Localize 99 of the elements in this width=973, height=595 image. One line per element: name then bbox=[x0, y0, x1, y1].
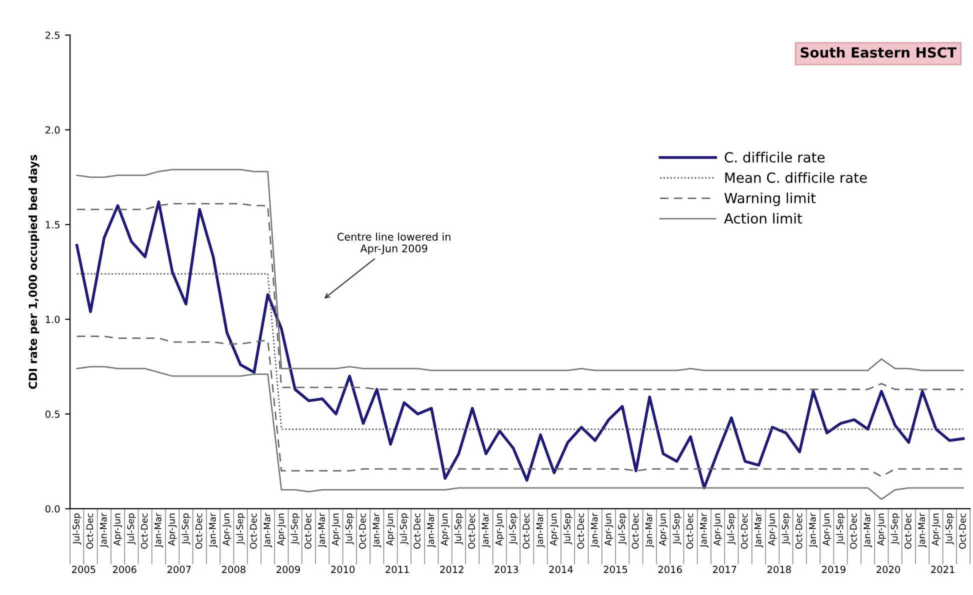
x-tick-label: Apr-Jun bbox=[714, 514, 722, 546]
y-tick-label: 0.0 bbox=[46, 505, 60, 513]
x-tick-label: Apr-Jun bbox=[386, 514, 395, 546]
x-tick-label: Oct-Dec bbox=[795, 513, 802, 549]
text: 2014 bbox=[549, 566, 573, 574]
x-tick-label: Jan-Mar bbox=[372, 512, 382, 548]
x-tick-label: Apr-Jun bbox=[222, 514, 232, 546]
line-series bbox=[76, 168, 964, 372]
x-tick-label: Jul-Sep bbox=[400, 513, 409, 545]
x-tick-label: Jul-Sep bbox=[836, 513, 845, 545]
legend-label: C. difficile rate bbox=[724, 152, 825, 163]
text: 2008 bbox=[222, 566, 246, 574]
text: 2016 bbox=[658, 566, 682, 574]
line-series bbox=[76, 366, 964, 500]
x-tick-label: Apr-Jun bbox=[114, 514, 122, 546]
x-tick-label: Apr-Jun bbox=[440, 514, 450, 546]
x-tick-label: Oct-Dec bbox=[632, 513, 639, 549]
x-tick-label: Oct-Dec bbox=[86, 513, 94, 549]
x-tick-label: Jan-Mar bbox=[754, 512, 764, 548]
x-tick-label: Jan-Mar bbox=[264, 512, 272, 548]
line-series bbox=[76, 336, 964, 478]
text: 2018 bbox=[768, 566, 791, 574]
text: 2021 bbox=[931, 566, 954, 574]
x-tick-label: Jul-Sep bbox=[345, 513, 354, 545]
x-tick-label: Jul-Sep bbox=[672, 513, 682, 545]
x-tick-label: Jul-Sep bbox=[290, 513, 300, 545]
x-tick-label: Apr-Jun bbox=[277, 514, 286, 546]
x-tick-label: Oct-Dec bbox=[468, 513, 475, 549]
x-tick-label: Jan-Mar bbox=[427, 512, 436, 548]
text: 2010 bbox=[331, 566, 355, 574]
x-tick-label: Jan-Mar bbox=[646, 512, 654, 548]
x-tick-label: Jan-Mar bbox=[918, 512, 927, 548]
text: 2015 bbox=[604, 566, 628, 574]
x-tick-label: Jul-Sep bbox=[890, 513, 900, 545]
x-tick-label: Jan-Mar bbox=[209, 512, 218, 548]
x-tick-label: Apr-Jun bbox=[822, 514, 832, 546]
y-tick-label: 1.0 bbox=[46, 316, 60, 324]
x-tick-label: Jan-Mar bbox=[700, 512, 708, 548]
x-tick-label: Oct-Dec bbox=[250, 513, 257, 549]
x-tick-label: Oct-Dec bbox=[195, 513, 202, 549]
x-tick-label: Jan-Mar bbox=[864, 512, 872, 548]
x-tick-label: Oct-Dec bbox=[359, 513, 366, 549]
x-tick-label: Jan-Mar bbox=[154, 512, 163, 548]
text: South Eastern HSCT bbox=[800, 46, 957, 58]
text: 2017 bbox=[712, 566, 736, 574]
x-tick-label: Oct-Dec bbox=[740, 513, 748, 549]
x-tick-label: Jan-Mar bbox=[100, 512, 108, 548]
x-tick-label: Apr-Jun bbox=[932, 514, 940, 546]
x-tick-label: Oct-Dec bbox=[304, 513, 312, 549]
text: 2009 bbox=[276, 566, 300, 574]
x-tick-label: Apr-Jun bbox=[768, 514, 777, 546]
x-tick-label: Apr-Jun bbox=[877, 514, 886, 546]
x-tick-label: Oct-Dec bbox=[414, 513, 420, 549]
y-tick-label: 2.0 bbox=[46, 126, 60, 134]
x-tick-label: Oct-Dec bbox=[140, 513, 148, 549]
x-tick-label: Oct-Dec bbox=[686, 513, 694, 549]
x-tick-label: Apr-Jun bbox=[496, 514, 504, 546]
legend-label: Warning limit bbox=[724, 192, 816, 206]
x-tick-label: Apr-Jun bbox=[659, 514, 668, 546]
legend-label: Action limit bbox=[724, 212, 802, 224]
legend-label: Mean C. difficile rate bbox=[725, 172, 867, 183]
text: 2020 bbox=[876, 566, 900, 574]
x-tick-label: Jan-Mar bbox=[809, 512, 818, 548]
x-tick-label: Jul-Sep bbox=[782, 513, 790, 545]
x-tick-label: Jul-Sep bbox=[563, 513, 572, 545]
text: 2013 bbox=[494, 566, 518, 574]
x-tick-label: Jul-Sep bbox=[182, 513, 190, 545]
x-tick-label: Oct-Dec bbox=[850, 513, 857, 549]
y-axis-title: CDI rate per 1,000 occupied bed days bbox=[28, 154, 40, 389]
text: 2019 bbox=[822, 566, 846, 574]
x-tick-label: Jul-Sep bbox=[508, 513, 518, 545]
text: 2005 bbox=[72, 566, 96, 574]
x-tick-label: Jul-Sep bbox=[236, 513, 245, 545]
text: 2006 bbox=[112, 566, 136, 574]
text: 2007 bbox=[167, 566, 191, 574]
x-tick-label: Jul-Sep bbox=[618, 513, 627, 545]
x-tick-label: Jan-Mar bbox=[482, 512, 490, 548]
x-tick-label: Apr-Jun bbox=[550, 514, 559, 546]
x-tick-label: Apr-Jun bbox=[332, 514, 340, 546]
x-tick-label: Oct-Dec bbox=[522, 513, 530, 549]
x-tick-label: Jan-Mar bbox=[590, 512, 600, 548]
x-tick-label: Jul-Sep bbox=[727, 513, 736, 545]
x-tick-label: Oct-Dec bbox=[577, 513, 584, 549]
x-tick-label: Oct-Dec bbox=[904, 513, 912, 549]
y-tick-label: 0.5 bbox=[46, 410, 60, 418]
y-tick-label: 2.5 bbox=[46, 32, 60, 39]
x-tick-label: Jul-Sep bbox=[72, 513, 82, 545]
text: 2011 bbox=[386, 566, 409, 574]
text: 2012 bbox=[440, 566, 464, 574]
x-tick-label: Jul-Sep bbox=[945, 513, 954, 545]
x-tick-label: Apr-Jun bbox=[168, 514, 177, 546]
x-tick-label: Jan-Mar bbox=[318, 512, 327, 548]
x-tick-label: Oct-Dec bbox=[959, 513, 966, 549]
annotation: Centre line lowered in Apr-Jun 2009 bbox=[337, 232, 450, 254]
y-tick-label: 1.5 bbox=[46, 221, 60, 228]
x-tick-label: Jul-Sep bbox=[127, 513, 136, 545]
x-tick-label: Apr-Jun bbox=[604, 514, 614, 546]
x-tick-label: Jan-Mar bbox=[536, 512, 545, 548]
x-tick-label: Jul-Sep bbox=[454, 513, 464, 545]
